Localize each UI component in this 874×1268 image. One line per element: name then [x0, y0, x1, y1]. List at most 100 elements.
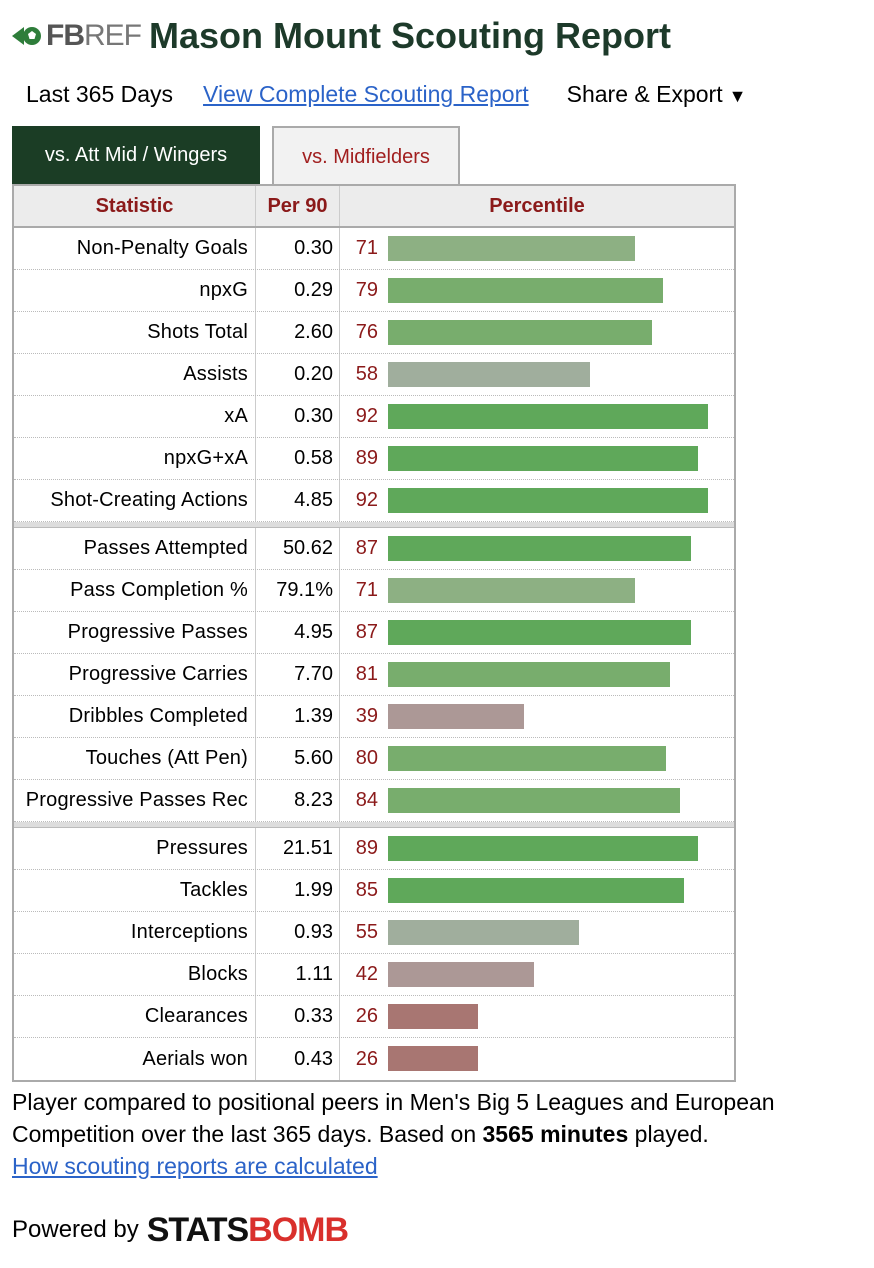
per90-value: 21.51	[256, 828, 340, 869]
percentile-bar	[388, 536, 691, 561]
stat-name: Interceptions	[14, 912, 256, 953]
percentile-bar-track	[388, 536, 718, 561]
percentile-bar-track	[388, 1046, 718, 1071]
header-per90[interactable]: Per 90	[256, 186, 340, 226]
percentile-bar-track	[388, 788, 718, 813]
tab-midfielders[interactable]: vs. Midfielders	[272, 126, 460, 186]
per90-value: 79.1%	[256, 570, 340, 611]
table-row: Pressures 21.51 89	[14, 828, 734, 870]
stat-name: Progressive Passes	[14, 612, 256, 653]
stat-name: Progressive Carries	[14, 654, 256, 695]
percentile-cell: 71	[340, 570, 734, 611]
percentile-value: 42	[355, 963, 378, 985]
percentile-value: 92	[355, 405, 378, 427]
stat-name: Blocks	[14, 954, 256, 995]
percentile-value: 26	[355, 1047, 378, 1070]
table-row: Shots Total 2.60 76	[14, 312, 734, 354]
percentile-bar-track	[388, 662, 718, 687]
percentile-bar	[388, 404, 708, 429]
percentile-bar-track	[388, 404, 718, 429]
percentile-bar-track	[388, 878, 718, 903]
header-statistic[interactable]: Statistic	[14, 186, 256, 226]
per90-value: 4.95	[256, 612, 340, 653]
percentile-cell: 89	[340, 438, 734, 479]
percentile-bar-track	[388, 488, 718, 513]
per90-value: 0.93	[256, 912, 340, 953]
comparison-note: Player compared to positional peers in M…	[12, 1086, 862, 1150]
per90-value: 0.30	[256, 228, 340, 269]
percentile-cell: 79	[340, 270, 734, 311]
stat-name: Tackles	[14, 870, 256, 911]
percentile-cell: 42	[340, 954, 734, 995]
table-row: Passes Attempted 50.62 87	[14, 528, 734, 570]
period-label: Last 365 Days	[26, 80, 174, 107]
share-export-menu[interactable]: Share & Export ▼	[567, 81, 747, 108]
stat-name: Pressures	[14, 828, 256, 869]
table-row: Non-Penalty Goals 0.30 71	[14, 228, 734, 270]
percentile-bar-track	[388, 962, 718, 987]
percentile-value: 87	[355, 621, 378, 643]
percentile-bar-track	[388, 836, 718, 861]
per90-value: 50.62	[256, 528, 340, 569]
percentile-bar	[388, 788, 680, 813]
percentile-bar-track	[388, 704, 718, 729]
stat-name: Dribbles Completed	[14, 696, 256, 737]
table-row: Aerials won 0.43 26	[14, 1038, 734, 1080]
stat-name: Clearances	[14, 996, 256, 1037]
table-row: Progressive Carries 7.70 81	[14, 654, 734, 696]
share-export-label: Share & Export	[566, 80, 723, 107]
percentile-value: 58	[355, 363, 378, 385]
tab-att-mid-wingers[interactable]: vs. Att Mid / Wingers	[12, 126, 260, 185]
percentile-value: 84	[355, 789, 378, 811]
percentile-bar-track	[388, 620, 718, 645]
percentile-cell: 92	[340, 480, 734, 521]
percentile-bar	[388, 746, 666, 771]
per90-value: 1.99	[256, 870, 340, 911]
percentile-value: 71	[355, 237, 378, 259]
table-row: npxG 0.29 79	[14, 270, 734, 312]
stat-name: Pass Completion %	[14, 570, 256, 611]
table-row: Shot-Creating Actions 4.85 92	[14, 480, 734, 522]
header-percentile[interactable]: Percentile	[489, 194, 585, 217]
per90-value: 2.60	[256, 312, 340, 353]
percentile-bar-track	[388, 920, 718, 945]
table-row: Progressive Passes Rec 8.23 84	[14, 780, 734, 822]
percentile-value: 76	[355, 321, 378, 343]
comparison-tabs: vs. Att Mid / Wingers vs. Midfielders	[12, 126, 460, 186]
percentile-bar	[388, 320, 652, 345]
complete-report-link[interactable]: View Complete Scouting Report	[203, 80, 529, 107]
stat-name: npxG	[14, 270, 256, 311]
percentile-bar-track	[388, 578, 718, 603]
percentile-cell: 89	[340, 828, 734, 869]
percentile-bar	[388, 278, 663, 303]
statsbomb-logo[interactable]: STATS BOMB	[146, 1210, 349, 1250]
percentile-value: 87	[355, 537, 378, 559]
percentile-bar	[388, 362, 590, 387]
statsbomb-stats: STATS	[146, 1210, 249, 1249]
percentile-bar	[388, 878, 684, 903]
percentile-value: 39	[355, 705, 378, 727]
percentile-bar	[388, 662, 670, 687]
table-row: Blocks 1.11 42	[14, 954, 734, 996]
percentile-cell: 84	[340, 780, 734, 821]
fbref-logo[interactable]: FBREF	[10, 14, 142, 58]
table-body: Non-Penalty Goals 0.30 71 npxG 0.29 79 Shots T…	[14, 228, 734, 1080]
percentile-bar	[388, 836, 698, 861]
stat-name: npxG+xA	[14, 438, 256, 479]
stat-name: Shots Total	[14, 312, 256, 353]
percentile-value: 85	[355, 879, 378, 901]
percentile-value: 92	[355, 489, 378, 511]
percentile-cell: 80	[340, 738, 734, 779]
per90-value: 0.43	[256, 1038, 340, 1080]
percentile-cell: 85	[340, 870, 734, 911]
percentile-value: 71	[355, 579, 378, 601]
percentile-cell: 71	[340, 228, 734, 269]
group-separator	[14, 822, 734, 828]
how-calculated-link[interactable]: How scouting reports are calculated	[12, 1153, 378, 1179]
percentile-bar	[388, 446, 698, 471]
table-row: Pass Completion % 79.1% 71	[14, 570, 734, 612]
percentile-cell: 87	[340, 612, 734, 653]
stat-name: Assists	[14, 354, 256, 395]
minutes-played: 3565 minutes	[482, 1121, 629, 1147]
note-text: Player compared to positional peers in M…	[12, 1089, 775, 1147]
